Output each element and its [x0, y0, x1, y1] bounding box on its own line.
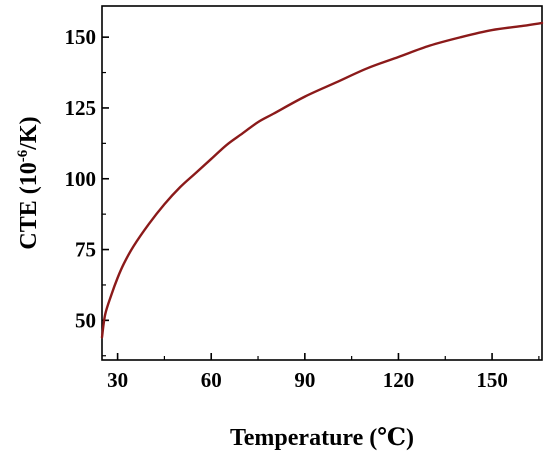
y-tick-label: 150	[65, 25, 97, 49]
plot-frame	[101, 5, 543, 361]
cte-series-line	[100, 21, 544, 339]
x-axis-ticks: 30 60 90 120 150	[107, 353, 540, 392]
y-axis-title-prefix: CTE (10	[16, 162, 42, 249]
y-axis-title: CTE (10-6/K)	[15, 116, 42, 249]
y-axis-ticks: 50 75 100 125 150	[65, 25, 109, 357]
x-tick-label: 30	[107, 368, 128, 392]
x-tick-label: 150	[476, 368, 508, 392]
x-tick-label: 90	[294, 368, 315, 392]
x-tick-label: 60	[201, 368, 222, 392]
y-tick-label: 75	[75, 238, 96, 262]
y-axis-title-suffix: /K)	[16, 116, 42, 150]
y-tick-label: 50	[75, 308, 96, 332]
y-tick-label: 100	[65, 167, 97, 191]
x-axis-title: Temperature (℃)	[230, 425, 414, 451]
y-tick-label: 125	[65, 96, 97, 120]
y-axis-title-superscript: -6	[15, 149, 31, 162]
x-tick-label: 120	[383, 368, 415, 392]
series-layer	[100, 21, 544, 339]
